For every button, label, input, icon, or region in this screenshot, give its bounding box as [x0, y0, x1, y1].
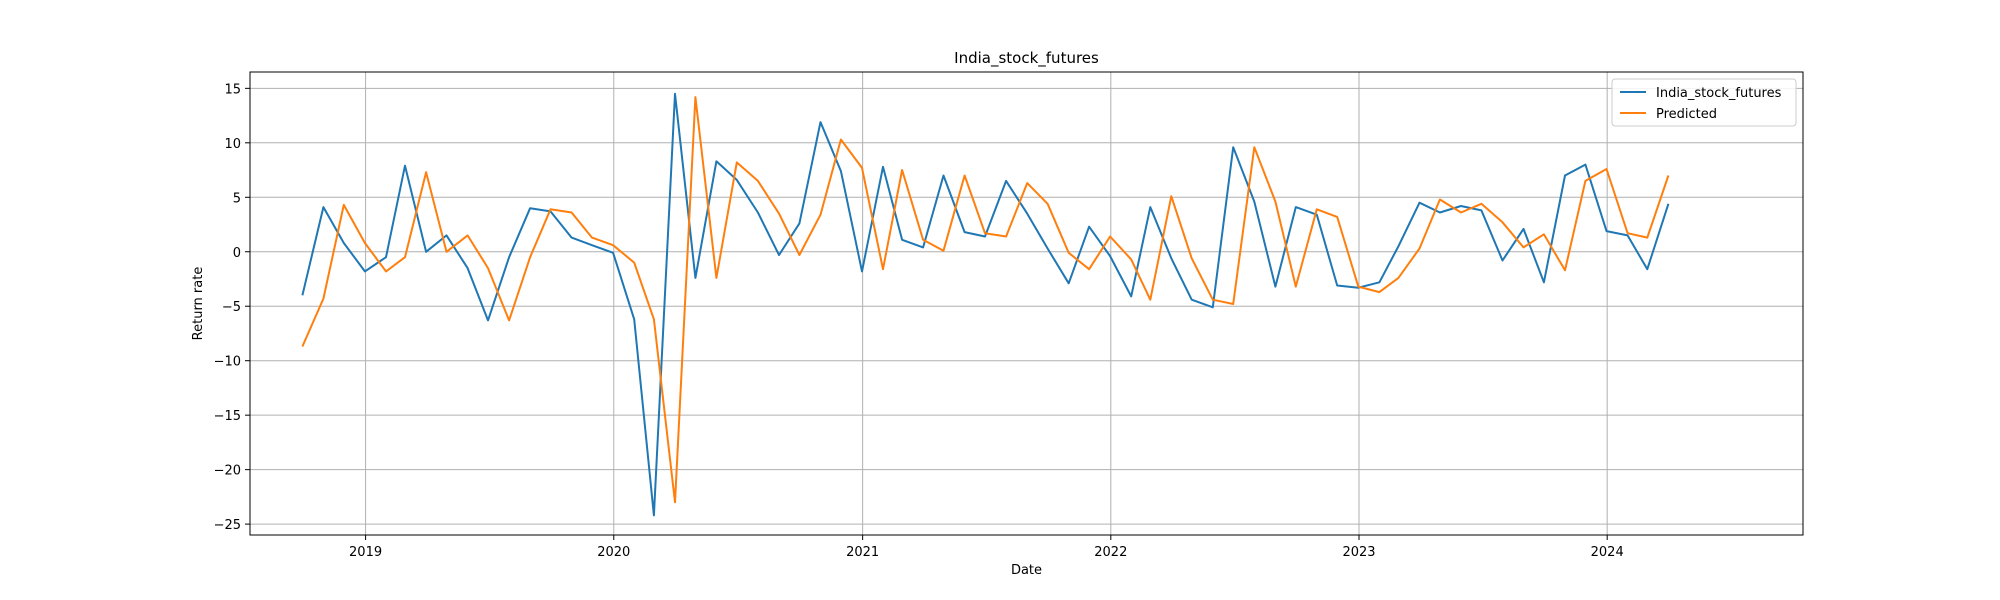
legend-label-predicted: Predicted — [1656, 107, 1717, 122]
x-tick-label: 2022 — [1094, 545, 1127, 560]
legend: India_stock_futures Predicted — [1611, 78, 1797, 127]
legend-box — [1611, 78, 1797, 127]
plot-area — [250, 72, 1803, 535]
y-tick-label: 0 — [233, 246, 241, 261]
x-tick-label: 2021 — [846, 545, 879, 560]
plot-frame — [249, 71, 1804, 536]
x-tick-label: 2019 — [349, 545, 382, 560]
y-tick-label: −5 — [222, 300, 241, 315]
series-layer — [301, 92, 1670, 517]
legend-label-india-stock-futures: India_stock_futures — [1656, 86, 1782, 101]
x-axis-label: Date — [1011, 563, 1042, 578]
axes: 15 10 5 0 −5 −10 −15 −20 −25 2019 2020 2021 2022 2023… — [214, 82, 1624, 560]
grid-lines — [250, 72, 1803, 535]
y-tick-label: −20 — [214, 464, 241, 479]
y-tick-label: −15 — [214, 409, 241, 424]
x-tick-label: 2024 — [1591, 545, 1624, 560]
chart-title: India_stock_futures — [954, 49, 1099, 68]
y-tick-label: −10 — [214, 355, 241, 370]
series-line-predicted — [301, 96, 1670, 504]
y-tick-label: 10 — [224, 137, 241, 152]
y-tick-label: −25 — [214, 518, 241, 533]
y-tick-label: 15 — [224, 82, 241, 97]
y-tick-label: 5 — [233, 191, 241, 206]
x-tick-label: 2020 — [597, 545, 630, 560]
series-line-india-stock-futures — [301, 92, 1670, 517]
y-axis-label: Return rate — [191, 267, 206, 341]
x-tick-label: 2023 — [1342, 545, 1375, 560]
